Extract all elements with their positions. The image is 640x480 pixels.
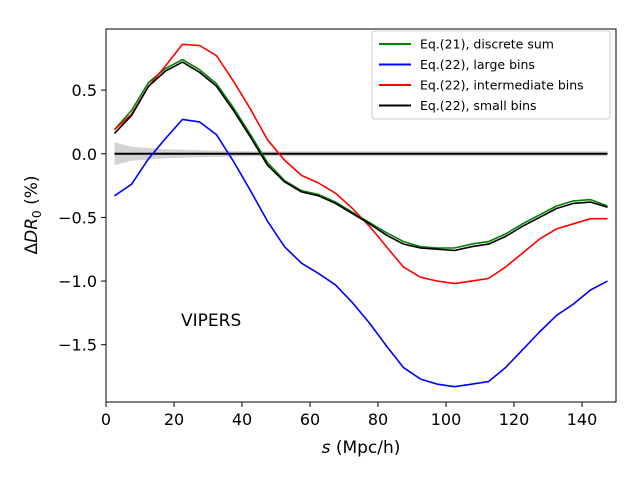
series-line-3	[113, 61, 608, 252]
legend-label-0: Eq.(21), discrete sum	[420, 37, 554, 52]
legend: Eq.(21), discrete sum Eq.(22), large bins…	[371, 30, 611, 120]
series-layer	[113, 43, 608, 388]
x-tick-label: 0	[101, 410, 111, 429]
x-tick-label: 100	[431, 410, 462, 429]
x-tick-label: 80	[368, 410, 388, 429]
x-axis: 0 20 40 60 80 100 120 140	[101, 402, 597, 429]
x-tick-label: 120	[499, 410, 530, 429]
series-line-2	[113, 43, 608, 285]
plot-frame	[105, 28, 617, 403]
y-axis-label: ΔDR0 (%)	[22, 175, 44, 254]
y-tick-label: 0.5	[72, 81, 97, 100]
x-axis-label: s (Mpc/h)	[322, 438, 401, 458]
legend-label-3: Eq.(22), small bins	[420, 98, 537, 113]
legend-label-1: Eq.(22), large bins	[420, 57, 535, 72]
series-line-1	[114, 118, 608, 388]
legend-label-2: Eq.(22), intermediate bins	[420, 78, 584, 93]
x-tick-label: 40	[232, 410, 252, 429]
y-tick-label: −1.0	[58, 272, 97, 291]
y-tick-label: −0.5	[58, 208, 97, 227]
y-axis: −1.5 −1.0 −0.5 0.0 0.5	[58, 81, 106, 355]
y-tick-label: 0.0	[72, 145, 97, 164]
x-tick-label: 60	[300, 410, 320, 429]
legend-box	[371, 30, 611, 120]
x-tick-label: 20	[164, 410, 184, 429]
y-tick-label: −1.5	[58, 336, 97, 355]
annotation-label: VIPERS	[181, 311, 241, 331]
x-tick-label: 140	[567, 410, 598, 429]
